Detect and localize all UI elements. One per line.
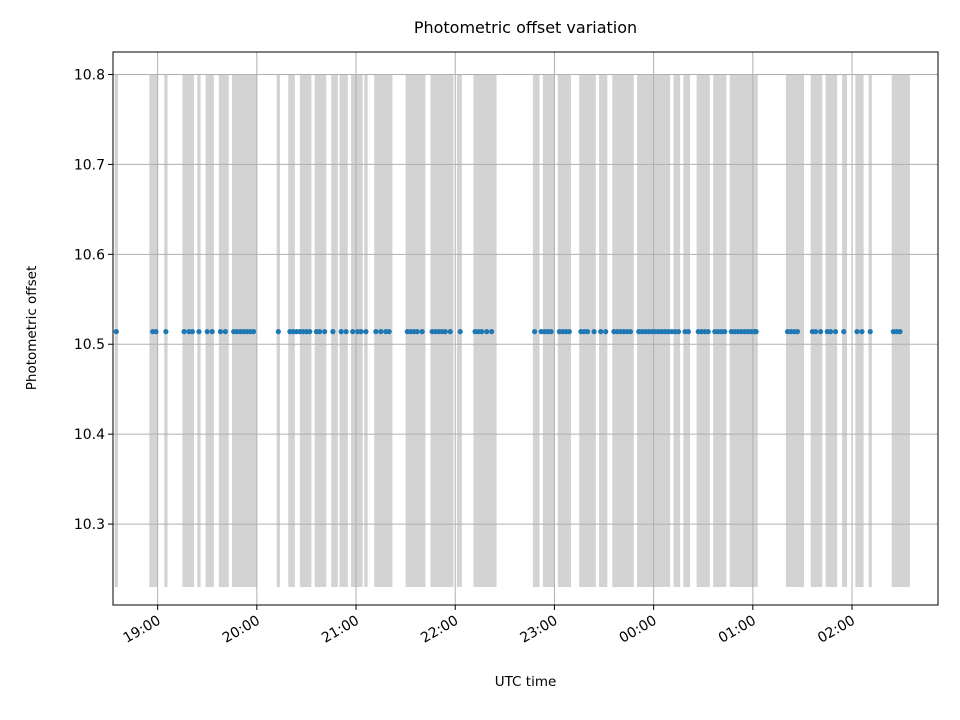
data-point [854, 329, 860, 335]
data-point [113, 329, 119, 335]
data-point [330, 329, 336, 335]
data-point [442, 329, 448, 335]
data-point [386, 329, 392, 335]
data-point [363, 329, 369, 335]
data-point [489, 329, 495, 335]
data-point [378, 329, 384, 335]
data-point [685, 329, 691, 335]
data-point [275, 329, 281, 335]
data-point [350, 329, 356, 335]
data-point [598, 329, 604, 335]
y-tick-label: 10.6 [74, 247, 105, 263]
y-tick-label: 10.5 [74, 337, 105, 353]
data-point [566, 329, 572, 335]
data-point [832, 329, 839, 335]
data-point [897, 329, 903, 335]
data-point [217, 329, 224, 335]
data-point [322, 329, 328, 335]
x-tick-label: 22:00 [418, 613, 461, 647]
plot-frame [112, 51, 939, 606]
data-point [163, 329, 169, 335]
data-point [307, 329, 313, 335]
data-point [591, 329, 597, 335]
x-tick-label: 19:00 [121, 613, 164, 647]
data-point [457, 329, 463, 335]
data-point [204, 329, 210, 335]
data-point [794, 329, 801, 335]
shaded-band [599, 74, 608, 588]
data-point [627, 329, 634, 335]
data-point [818, 329, 824, 335]
y-tick-label: 10.3 [74, 517, 105, 533]
data-point [675, 329, 682, 335]
data-point [531, 329, 538, 335]
data-point [705, 329, 711, 335]
x-tick-label: 20:00 [220, 613, 263, 647]
data-point [479, 329, 485, 335]
data-point [338, 329, 344, 335]
x-tick-label: 00:00 [617, 613, 660, 647]
data-point [419, 329, 425, 335]
data-point [841, 329, 847, 335]
shaded-band [339, 74, 348, 588]
data-point [827, 329, 834, 335]
data-point [209, 329, 215, 335]
shaded-band [205, 74, 214, 588]
x-tick-label: 02:00 [815, 613, 858, 647]
data-point [414, 329, 420, 335]
data-point [317, 329, 323, 335]
data-point [722, 329, 728, 335]
data-point [196, 329, 202, 335]
data-point [859, 329, 865, 335]
shaded-band [855, 74, 864, 588]
chart-title: Photometric offset variation [413, 18, 638, 37]
data-point [484, 329, 490, 335]
data-point [373, 329, 379, 335]
y-axis-label: Photometric offset [24, 265, 40, 391]
data-point [153, 329, 159, 335]
y-tick-label: 10.4 [74, 427, 105, 443]
data-point [603, 329, 609, 335]
x-tick-label: 21:00 [319, 613, 362, 647]
x-tick-label: 01:00 [716, 613, 759, 647]
x-axis-label: UTC time [494, 674, 557, 690]
data-point [584, 329, 591, 335]
data-point [867, 329, 873, 335]
data-point [753, 329, 759, 335]
data-point [358, 329, 364, 335]
data-point [222, 329, 229, 335]
data-point [250, 329, 257, 335]
shaded-band [374, 74, 393, 588]
data-point [343, 329, 349, 335]
data-point [447, 329, 453, 335]
y-tick-label: 10.8 [74, 67, 105, 83]
data-point [181, 329, 187, 335]
data-point [813, 329, 819, 335]
x-tick-label: 23:00 [517, 613, 560, 647]
data-point [189, 329, 195, 335]
data-point [548, 329, 554, 335]
y-tick-label: 10.7 [74, 157, 105, 173]
